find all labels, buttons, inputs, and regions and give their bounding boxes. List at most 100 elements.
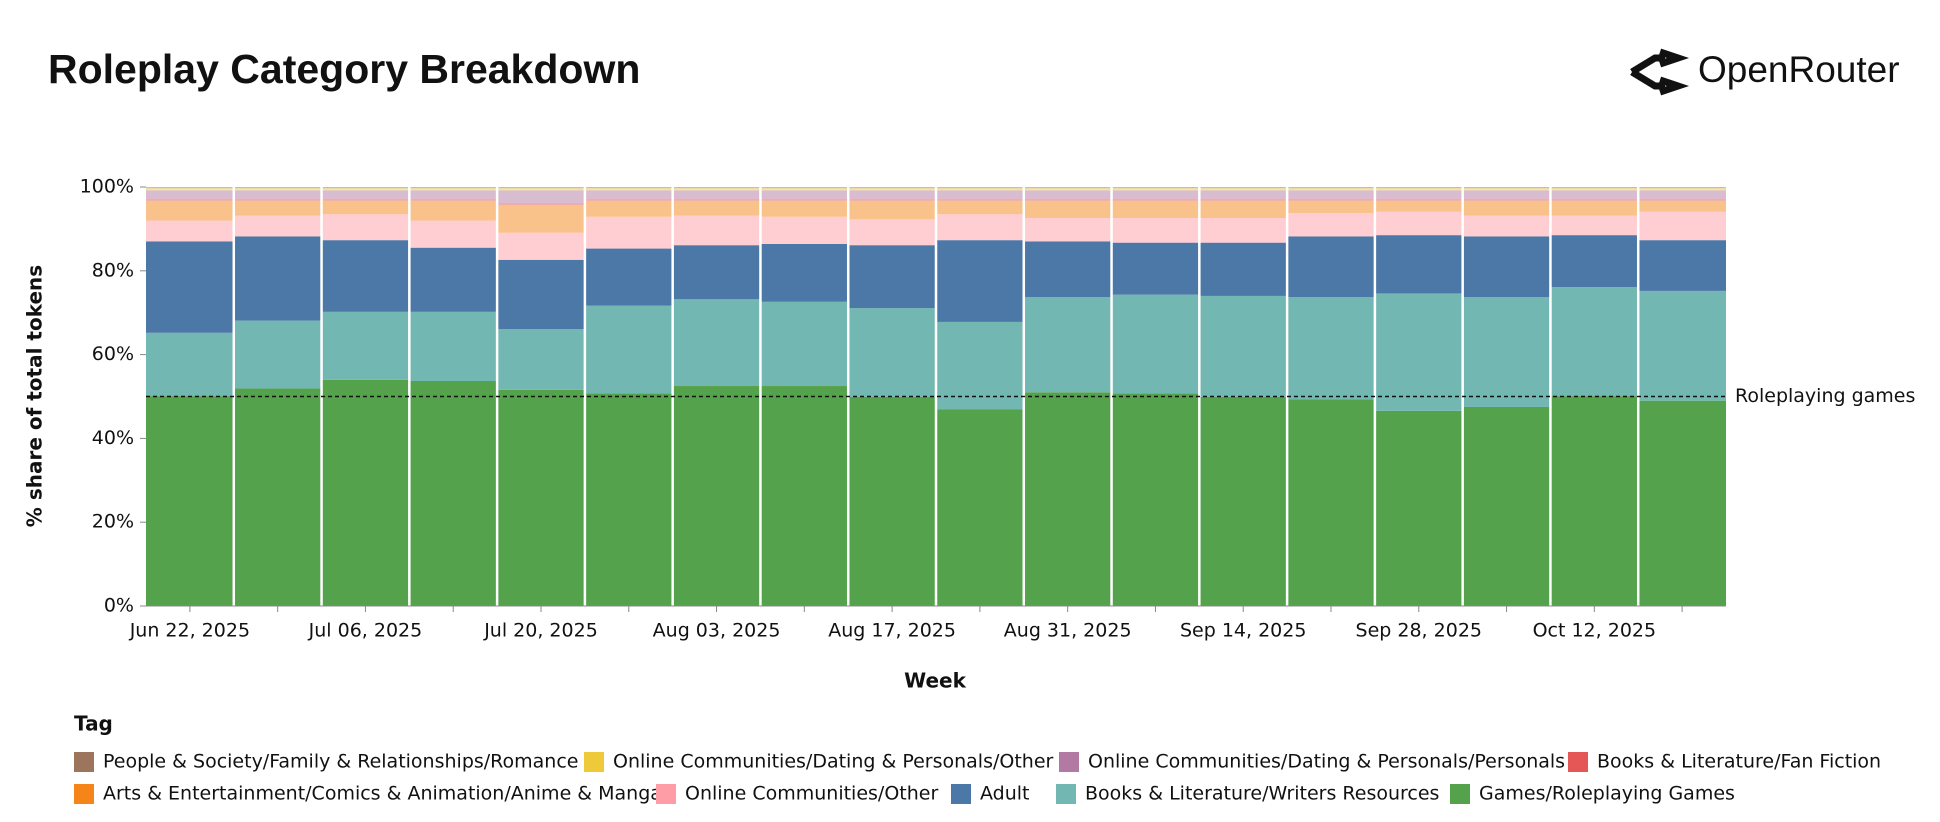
bar-segment	[1638, 400, 1726, 606]
bar-segment	[1374, 187, 1463, 189]
bar-segment	[848, 200, 936, 220]
bar-segment	[497, 389, 585, 606]
bar-segment	[321, 379, 410, 606]
bar-segment	[146, 200, 234, 221]
bar-segment	[1023, 241, 1112, 298]
bar-segment	[1550, 200, 1639, 216]
bar-segment	[936, 214, 1024, 241]
bar-segment	[1287, 187, 1375, 189]
legend-swatch	[1056, 784, 1076, 804]
legend-item: Books & Literature/Fan Fiction	[1568, 751, 1881, 773]
bar-segment	[146, 198, 234, 201]
bar-segment	[233, 215, 322, 237]
bar-segment	[1374, 188, 1463, 191]
bar-segment	[1638, 211, 1726, 241]
bar-segment	[848, 190, 936, 199]
x-tick-label: Aug 17, 2025	[828, 620, 956, 642]
legend-swatch	[951, 784, 971, 804]
bar-segment	[760, 188, 849, 191]
bar-segment	[848, 188, 936, 191]
bar-segment	[1023, 198, 1112, 201]
bar-segment	[1111, 294, 1200, 394]
bar-segment	[1550, 190, 1639, 199]
bar-segment	[1023, 392, 1112, 606]
bar-segment	[1287, 190, 1375, 199]
bar-segment	[1111, 200, 1200, 219]
x-tick-label: Aug 03, 2025	[653, 620, 781, 642]
bar-segment	[936, 200, 1024, 215]
bar-segment	[760, 187, 849, 189]
bar-segment	[1550, 287, 1639, 397]
bar-segment	[760, 386, 849, 606]
x-tick-label: Oct 12, 2025	[1533, 620, 1657, 642]
bar-segment	[1199, 200, 1288, 219]
legend-swatch	[74, 784, 94, 804]
bar-segment	[1199, 198, 1288, 201]
bar-segment	[1023, 190, 1112, 199]
y-tick-label: 100%	[80, 176, 134, 198]
bar-segment	[321, 240, 410, 312]
bar-segment	[1462, 188, 1551, 191]
bar-segment	[760, 198, 849, 201]
bar-segment	[848, 219, 936, 246]
bar-segment	[146, 241, 234, 333]
bar-segment	[409, 187, 498, 189]
bar-segment	[1111, 188, 1200, 191]
bar-segment	[1550, 396, 1639, 606]
bar-segment	[1638, 187, 1726, 189]
bar-segment	[409, 200, 498, 221]
logo-icon	[1630, 48, 1690, 96]
bar-segment	[1199, 396, 1288, 606]
bar-segment	[936, 187, 1024, 189]
bar-segment	[409, 311, 498, 381]
bar-segment	[233, 188, 322, 191]
bar-segment	[1550, 198, 1639, 201]
bar-segment	[1638, 188, 1726, 191]
x-tick-label: Jun 22, 2025	[129, 620, 250, 642]
legend-title: Tag	[74, 712, 113, 736]
bar-segment	[848, 245, 936, 309]
legend-label: Online Communities/Other	[685, 783, 938, 805]
bar-segment	[321, 188, 410, 191]
bar-segment	[497, 232, 585, 260]
bar-segment	[497, 202, 585, 206]
legend-swatch	[584, 752, 604, 772]
bar-segment	[321, 187, 410, 189]
bar-segment	[497, 188, 585, 191]
bar-segment	[1023, 200, 1112, 219]
bar-segment	[1374, 410, 1463, 606]
bar-segment	[1287, 212, 1375, 237]
bar-segment	[321, 190, 410, 199]
bar-segment	[936, 190, 1024, 199]
bar-segment	[584, 248, 673, 306]
bar-segment	[1287, 200, 1375, 213]
bar-segment	[146, 332, 234, 397]
bar-segment	[1550, 215, 1639, 236]
bar-segment	[1462, 190, 1551, 199]
bar-segment	[584, 198, 673, 201]
bar-segment	[848, 396, 936, 606]
bar-segment	[409, 188, 498, 191]
y-axis-title: % share of total tokens	[23, 265, 47, 527]
bar-segment	[1287, 297, 1375, 400]
bar-segment	[760, 216, 849, 244]
brand-name: OpenRouter	[1698, 49, 1900, 90]
bar-segment	[936, 409, 1024, 606]
bar-segment	[584, 200, 673, 217]
bar-segment	[1023, 188, 1112, 191]
bar-segment	[321, 200, 410, 215]
x-tick-label: Sep 28, 2025	[1356, 620, 1482, 642]
x-tick-label: Sep 14, 2025	[1180, 620, 1306, 642]
bar-segment	[1638, 240, 1726, 291]
legend-item: Arts & Entertainment/Comics & Animation/…	[74, 783, 662, 805]
bar-segment	[584, 188, 673, 191]
bar-segment	[233, 320, 322, 389]
bar-segment	[146, 396, 234, 606]
bar-segment	[672, 215, 761, 246]
bar-segment	[1199, 188, 1288, 191]
bar-segment	[1550, 235, 1639, 288]
bar-segment	[1111, 393, 1200, 606]
brand-logo: OpenRouter	[1630, 48, 1900, 96]
bar-segment	[409, 198, 498, 201]
bar-segment	[1023, 297, 1112, 393]
